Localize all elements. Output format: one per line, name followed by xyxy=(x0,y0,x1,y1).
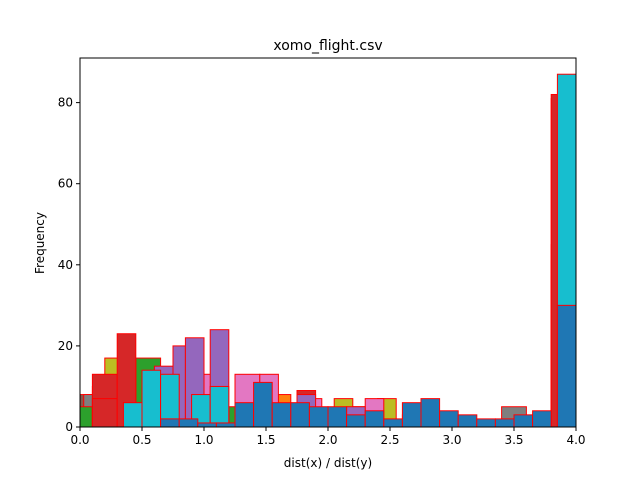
chart-title: xomo_flight.csv xyxy=(273,38,382,54)
x-tick-label: 1.0 xyxy=(194,433,213,447)
x-tick-label: 3.5 xyxy=(504,433,523,447)
y-tick-label: 20 xyxy=(58,339,73,353)
histogram-bar-s9-b1 xyxy=(141,369,162,428)
x-tick-label: 2.0 xyxy=(318,433,337,447)
histogram-bars xyxy=(79,73,577,428)
histogram-bar-s10-b12 xyxy=(383,418,403,428)
histogram-bar-s10-b8 xyxy=(308,406,329,428)
histogram-bar-s10-b2 xyxy=(197,422,217,428)
histogram-bar-s2-b0 xyxy=(79,406,93,428)
y-axis-ticks: 0 20 40 60 80 xyxy=(58,96,80,434)
y-tick-label: 40 xyxy=(58,258,73,272)
histogram-bar-s10-b20 xyxy=(532,410,552,428)
x-tick-label: 1.5 xyxy=(256,433,275,447)
x-tick-label: 3.0 xyxy=(442,433,461,447)
y-axis-label: Frequency xyxy=(33,212,47,274)
histogram-bar-s10-b9 xyxy=(327,406,348,428)
histogram-bar-s9-b4 xyxy=(209,385,230,428)
x-tick-label: 0.0 xyxy=(70,433,89,447)
histogram-bar-s10-b0 xyxy=(160,418,180,428)
x-axis-ticks: 0.0 0.5 1.0 1.5 2.0 2.5 3.0 3.5 4.0 xyxy=(70,427,586,447)
histogram-bar-s8-b0 xyxy=(91,398,118,428)
histogram-bar-s10-b10 xyxy=(346,414,366,428)
histogram-bar-s10-b3 xyxy=(215,422,236,428)
histogram-bar-s10-b18 xyxy=(494,418,515,428)
histogram-bar-s10-b1 xyxy=(178,418,199,428)
histogram-bar-s10-b19 xyxy=(513,414,534,428)
histogram-bar-s10-b16 xyxy=(457,414,478,428)
x-tick-label: 4.0 xyxy=(566,433,585,447)
histogram-bar-s10-b7 xyxy=(290,402,310,428)
histogram-bar-s10-b21 xyxy=(556,304,577,428)
x-tick-label: 0.5 xyxy=(132,433,151,447)
x-axis-label: dist(x) / dist(y) xyxy=(284,456,372,470)
histogram-bar-s10-b11 xyxy=(364,410,385,428)
histogram-bar-s10-b13 xyxy=(401,402,422,428)
histogram-bar-s10-b6 xyxy=(271,402,292,428)
histogram-bar-s10-b4 xyxy=(234,402,255,428)
x-tick-label: 2.5 xyxy=(380,433,399,447)
histogram-bar-s10-b15 xyxy=(439,410,459,428)
y-tick-label: 0 xyxy=(65,420,73,434)
histogram-bar-s10-b17 xyxy=(476,418,496,428)
histogram-bar-s10-b5 xyxy=(253,381,273,428)
y-tick-label: 60 xyxy=(58,177,73,191)
y-tick-label: 80 xyxy=(58,96,73,110)
histogram-bar-s10-b14 xyxy=(420,398,441,428)
